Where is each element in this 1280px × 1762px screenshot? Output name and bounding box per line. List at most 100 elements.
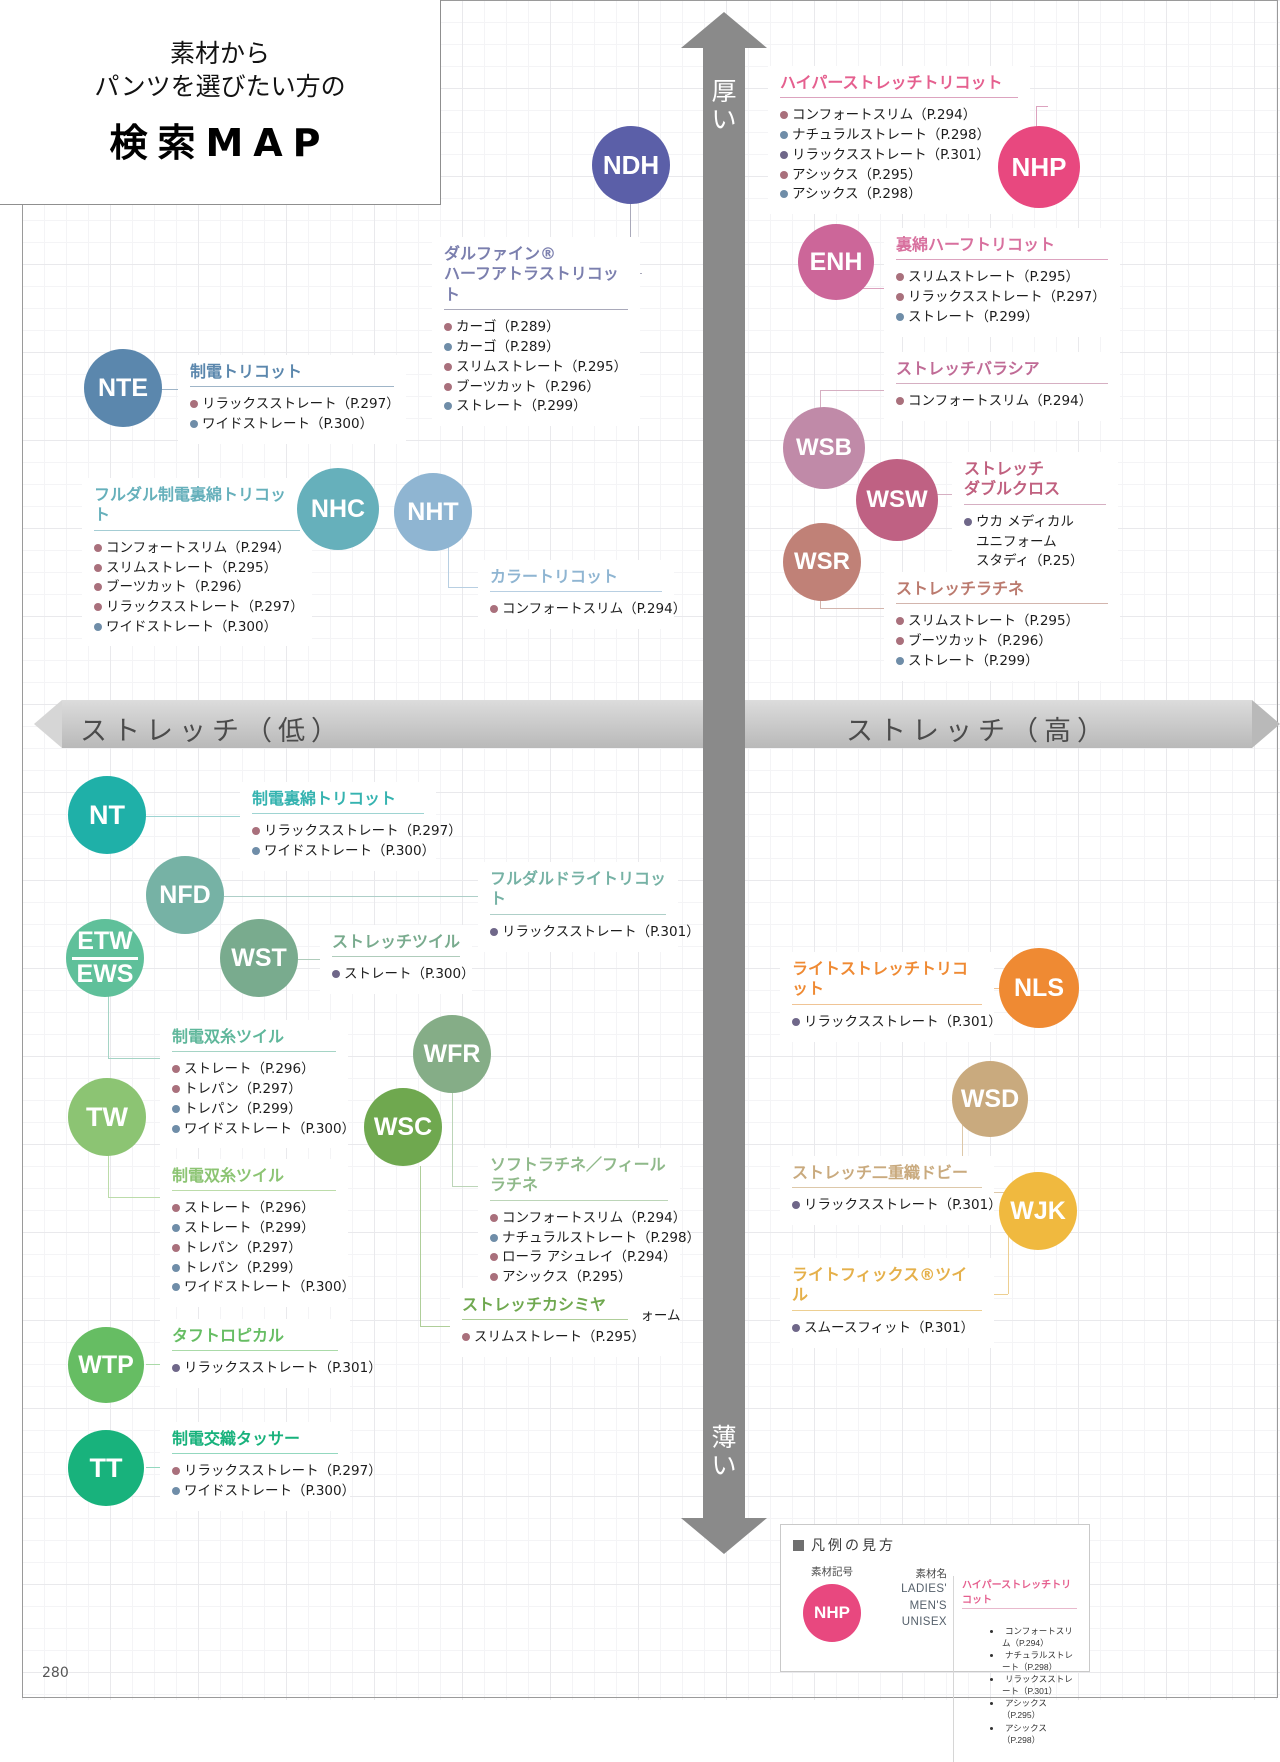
material-item-text: ワイドストレート（P.300） [184,1483,356,1500]
material-block-rule [792,1309,982,1311]
material-item-subline: ユニフォーム [976,533,1057,550]
material-list-item: アシックス（P.295） [780,166,1018,186]
material-node-wsb[interactable]: WSB [783,407,865,489]
connector-wsc-h [420,1326,452,1327]
material-block-rule [896,259,1108,261]
node-label: TW [86,1101,128,1132]
material-item-text: コンフォートスリム（P.294） [908,393,1093,410]
material-node-enh[interactable]: ENH [798,224,874,300]
node-label: WTP [78,1350,134,1379]
material-node-wtp[interactable]: WTP [68,1327,144,1403]
material-block-uramen: 裏綿ハーフトリコット スリムストレート（P.295） リラックスストレート（P.29… [884,228,1120,337]
thickness-axis-arrow-down [681,1518,767,1554]
material-list-item: リラックスストレート（P.301） [1002,1673,1077,1697]
material-block-balacia: ストレッチバラシア コンフォートスリム（P.294） [884,352,1120,422]
material-block-title: ストレッチ二重織ドビー [792,1163,969,1182]
material-list-item: コンフォートスリム（P.294） [896,392,1108,412]
connector-wjk [986,1192,1008,1193]
bullet-dot-icon [896,617,904,626]
legend-symbol-circle: NHP [803,1584,861,1642]
material-node-nht[interactable]: NHT [394,473,472,551]
material-list-item: リラックスストレート（P.297） [252,822,462,842]
material-block-title: ライトストレッチトリコット [792,959,969,999]
bullet-dot-icon [172,1224,180,1233]
connector-nht [448,512,449,587]
connector-wsb-h [820,390,890,391]
material-node-ndh[interactable]: NDH [592,126,670,204]
material-node-nfd[interactable]: NFD [146,856,224,934]
material-node-nhp[interactable]: NHP [998,126,1080,208]
material-node-nte[interactable]: NTE [84,349,162,427]
node-divider [72,957,138,960]
legend-heading-text: 凡例の見方 [811,1538,896,1554]
material-list-item: ストレート（P.296） [172,1199,336,1219]
bullet-dot-icon [490,927,498,936]
material-list-item: リラックスストレート（P.301） [792,1196,1002,1216]
connector-wsw [932,494,956,495]
material-list-item: ストレート（P.300） [332,965,475,985]
material-node-wfr[interactable]: WFR [413,1015,491,1093]
node-label-bottom: EWS [76,960,134,988]
material-node-nhc[interactable]: NHC [297,468,379,550]
thickness-axis-arrow-up [681,12,767,48]
node-label: WSC [373,1112,433,1141]
material-block-rule [190,386,394,388]
material-node-etw-ews[interactable]: ETW EWS [66,919,144,997]
material-node-tt[interactable]: TT [68,1430,144,1506]
material-node-wsw[interactable]: WSW [856,459,938,541]
bullet-dot-icon [490,1253,498,1262]
material-item-list: リラックスストレート（P.301） [172,1359,382,1379]
material-block-kousyoku: 制電交織タッサー リラックスストレート（P.297） ワイドストレート（P.300） [160,1422,382,1511]
material-node-wsr[interactable]: WSR [783,523,861,601]
material-item-list: コンフォートスリム（P.294） スリムストレート（P.295） ブーツカット（P.… [94,539,304,638]
connector-tw-h [108,1197,162,1198]
material-item-list: スリムストレート（P.295） リラックスストレート（P.297） ストレート（P.… [896,268,1108,327]
material-list-item: ストレート（P.299） [444,397,628,417]
bullet-dot-icon [172,1263,180,1272]
material-block-dalfine: ダルファイン® ハーフアトラストリコット カーゴ（P.289） カーゴ（P.289） ス… [432,237,640,426]
material-block-title: カラートリコット [490,567,619,586]
node-label: NHP [1011,152,1067,182]
material-block-title: ストレッチツイル [332,932,461,951]
axis-label-thin: 薄い [711,1423,737,1480]
material-node-wsd[interactable]: WSD [952,1061,1028,1137]
legend-name-caption: 素材名 [915,1568,948,1580]
node-label: WFR [423,1039,481,1068]
material-item-text: ブーツカット（P.296） [106,579,250,596]
bullet-dot-icon [172,1467,180,1476]
legend-heading: 凡例の見方 [793,1535,1077,1555]
connector-etw-h [108,1058,162,1059]
material-list-item: ワイドストレート（P.300） [252,842,435,862]
material-item-text: スリムストレート（P.295） [908,613,1080,630]
material-item-text: アシックス（P.295） [1002,1698,1047,1721]
bullet-dot-icon [896,273,904,282]
material-block-rule [490,1199,668,1201]
material-block-light-stretch: ライトストレッチトリコット リラックスストレート（P.301） [780,952,1002,1042]
bullet-dot-icon [172,1124,180,1133]
title-line-1: 素材から [169,39,270,68]
material-node-nls[interactable]: NLS [999,948,1079,1028]
material-block-stretch-twill: ストレッチツイル ストレート（P.300） [320,925,475,995]
material-item-text: ストレート（P.299） [908,652,1039,669]
bullet-dot-icon [252,847,260,856]
material-item-list: ストレート（P.296） ストレート（P.299） トレパン（P.297） トレパン（… [172,1199,355,1298]
title-card: 素材から パンツを選びたい方の 検索MAP [0,0,441,205]
material-item-list: ストレート（P.300） [332,965,475,985]
bullet-dot-icon [490,1233,498,1242]
material-node-wsc[interactable]: WSC [364,1088,442,1166]
material-list-item: ローラ アシュレイ（P.294） [490,1248,677,1268]
bullet-dot-icon [94,622,102,631]
material-item-text: スリムストレート（P.295） [456,358,628,375]
bullet-dot-icon [444,382,452,391]
material-node-wst[interactable]: WST [220,919,298,997]
connector-wsr-h [820,608,890,609]
material-node-nt[interactable]: NT [68,776,146,854]
material-node-wjk[interactable]: WJK [999,1172,1077,1250]
connector-tw [108,1155,109,1197]
material-node-tw[interactable]: TW [68,1078,146,1156]
material-list-item: ブーツカット（P.296） [444,378,628,398]
page-number: 280 [42,1665,69,1681]
bullet-dot-icon [780,111,788,120]
material-block-title: 制電トリコット [190,362,303,381]
node-label: ENH [809,247,863,276]
